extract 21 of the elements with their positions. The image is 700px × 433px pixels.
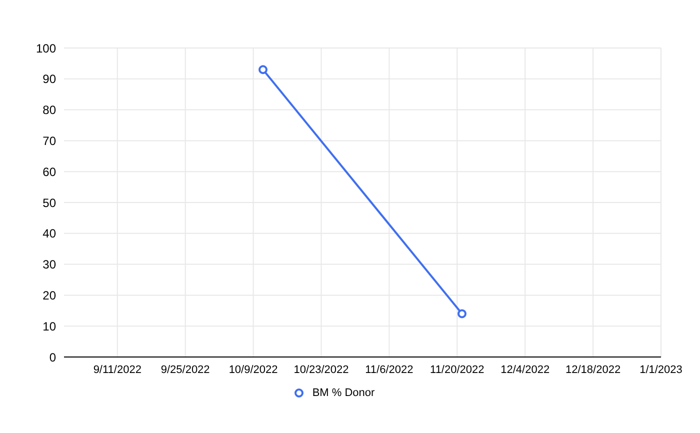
- y-tick-label: 10: [42, 319, 56, 334]
- x-tick-label: 12/18/2022: [566, 364, 621, 376]
- y-tick-label: 100: [36, 41, 56, 56]
- x-tick-label: 1/1/2023: [640, 364, 682, 376]
- x-tick-label: 10/23/2022: [294, 364, 349, 376]
- y-tick-label: 60: [42, 164, 56, 179]
- x-tick-label: 9/25/2022: [160, 364, 210, 376]
- y-tick-label: 90: [42, 72, 56, 86]
- x-tick-label: 12/4/2022: [500, 364, 550, 376]
- legend-label: BM % Donor: [312, 387, 375, 399]
- y-tick-label: 50: [42, 196, 56, 210]
- x-tick-label: 10/9/2022: [228, 364, 278, 376]
- y-tick-label: 30: [42, 258, 56, 272]
- y-tick-label: 20: [42, 288, 56, 302]
- y-tick-label: 80: [42, 103, 56, 118]
- y-tick-label: 40: [42, 226, 56, 241]
- x-tick-label: 11/6/2022: [365, 364, 414, 376]
- y-tick-label: 0: [49, 350, 56, 364]
- x-tick-label: 11/20/2022: [430, 364, 484, 376]
- y-tick-label: 70: [42, 134, 56, 148]
- x-tick-label: 9/11/2022: [93, 364, 142, 376]
